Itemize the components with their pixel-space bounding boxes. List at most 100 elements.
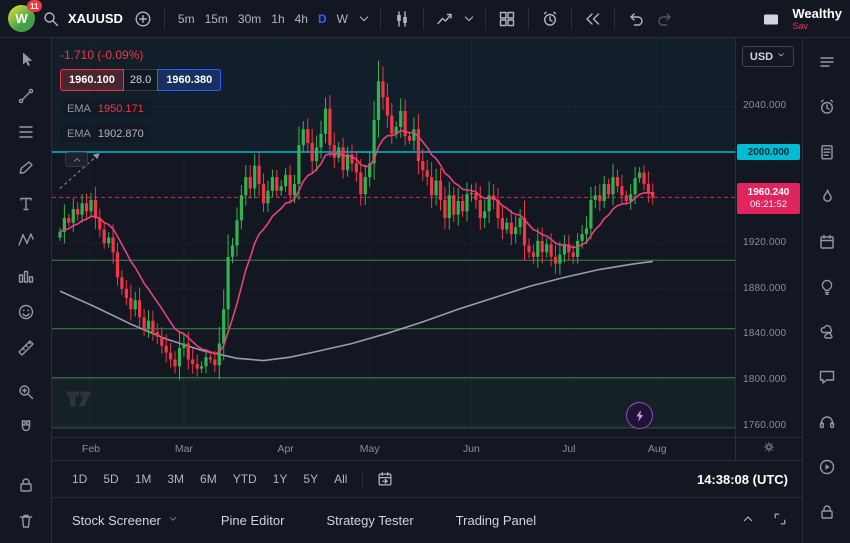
- tab-pine-editor[interactable]: Pine Editor: [221, 513, 285, 528]
- indicator-label: EMA: [67, 102, 91, 115]
- alert-clock-icon[interactable]: [537, 6, 563, 32]
- range-6m[interactable]: 6M: [200, 472, 217, 486]
- tab-label: Pine Editor: [220, 513, 285, 528]
- range-ytd[interactable]: YTD: [232, 472, 257, 486]
- symbol-name[interactable]: XAUUSD: [68, 11, 123, 26]
- scale-settings-corner[interactable]: [735, 437, 802, 460]
- range-3m[interactable]: 3M: [167, 472, 185, 486]
- timeframe-15m[interactable]: 15m: [204, 11, 228, 26]
- fib-retracement-icon[interactable]: [12, 120, 40, 144]
- buy-sell-widget: 1960.100 28.0 1960.380: [60, 69, 222, 91]
- last-price-value: 1960.240: [747, 186, 790, 198]
- range-5d[interactable]: 5D: [103, 472, 119, 486]
- price-scale[interactable]: USD 2000.000 1960.240 06:21:52 2040.000 1…: [735, 38, 802, 437]
- lock-icon[interactable]: [12, 473, 40, 497]
- search-icon[interactable]: [38, 6, 64, 32]
- cursor-icon[interactable]: [12, 48, 40, 72]
- gear-icon[interactable]: [762, 440, 776, 459]
- timeframe-caret-icon[interactable]: [356, 6, 372, 32]
- indicators-icon[interactable]: [432, 6, 458, 32]
- indicator-legend-row[interactable]: EMA 1902.870: [60, 125, 151, 142]
- padlock-icon[interactable]: [813, 500, 841, 524]
- right-toolbar: [802, 38, 850, 543]
- zoom-icon[interactable]: [12, 380, 40, 404]
- app-logo[interactable]: W 11: [8, 0, 42, 32]
- boost-button[interactable]: [626, 402, 653, 429]
- tab-stock-screener[interactable]: Stock Screener: [72, 513, 179, 528]
- timeframe-D[interactable]: D: [317, 11, 327, 26]
- messages-icon[interactable]: [813, 365, 841, 389]
- range-5y[interactable]: 5Y: [303, 472, 319, 486]
- chevron-down-icon: [776, 50, 786, 63]
- last-price-badge: 1960.240 06:21:52: [737, 183, 800, 215]
- layout-grid-icon[interactable]: [494, 6, 520, 32]
- range-divider: [362, 470, 364, 488]
- watchlist-icon[interactable]: [813, 50, 841, 74]
- legend-collapse-button[interactable]: [65, 152, 88, 167]
- chart-area[interactable]: -1.710 (-0.09%) 1960.100 28.0 1960.380 E…: [52, 38, 802, 460]
- left-toolbar: [0, 38, 52, 543]
- forecast-icon[interactable]: [12, 264, 40, 288]
- timeframe-4h[interactable]: 4h: [294, 11, 308, 26]
- price-tick: 1880.000: [743, 282, 787, 294]
- timeframe-1h[interactable]: 1h: [271, 11, 285, 26]
- calendar-icon[interactable]: [813, 230, 841, 254]
- indicator-value: 1950.171: [97, 102, 144, 115]
- spread-value: 28.0: [123, 69, 158, 91]
- chats-icon[interactable]: [813, 320, 841, 344]
- alerts-icon[interactable]: [813, 95, 841, 119]
- emoji-icon[interactable]: [12, 300, 40, 324]
- time-label: Jul: [562, 443, 576, 455]
- tab-strategy-tester[interactable]: Strategy Tester: [326, 513, 413, 528]
- time-axis[interactable]: Feb Mar Apr May Jun Jul Aug: [52, 437, 735, 460]
- videos-icon[interactable]: [813, 455, 841, 479]
- chevron-down-icon: [167, 513, 179, 528]
- range-1m[interactable]: 1M: [134, 472, 152, 486]
- tab-trading-panel[interactable]: Trading Panel: [456, 513, 536, 528]
- streams-icon[interactable]: [813, 410, 841, 434]
- toolbar-divider: [570, 7, 572, 30]
- save-layout-icon[interactable]: [758, 6, 784, 32]
- timeframe-30m[interactable]: 30m: [237, 11, 262, 26]
- notification-badge: 11: [26, 0, 42, 12]
- range-bar: 1D 5D 1M 3M 6M YTD 1Y 5Y All 14:38:08 (UTC): [52, 460, 802, 497]
- timeframe-W[interactable]: W: [336, 11, 348, 26]
- bar-replay-icon[interactable]: [580, 6, 606, 32]
- redo-icon[interactable]: [652, 6, 678, 32]
- ideas-icon[interactable]: [813, 275, 841, 299]
- text-icon[interactable]: [12, 192, 40, 216]
- sell-button[interactable]: 1960.100: [60, 69, 124, 91]
- candlestick-plot[interactable]: [52, 38, 735, 437]
- trash-icon[interactable]: [12, 509, 40, 533]
- logo-letter: W: [15, 11, 28, 26]
- news-icon[interactable]: [813, 140, 841, 164]
- brush-icon[interactable]: [12, 156, 40, 180]
- time-label: Apr: [277, 443, 294, 455]
- buy-button[interactable]: 1960.380: [157, 69, 222, 91]
- price-tick: 1920.000: [743, 237, 787, 249]
- range-all[interactable]: All: [334, 472, 348, 486]
- ruler-icon[interactable]: [12, 336, 40, 360]
- indicators-caret-icon[interactable]: [461, 6, 477, 32]
- undo-icon[interactable]: [623, 6, 649, 32]
- price-change-text: -1.710 (-0.09%): [60, 48, 144, 62]
- tab-label: Strategy Tester: [326, 513, 414, 528]
- hotlists-icon[interactable]: [813, 185, 841, 209]
- collapse-panel-icon[interactable]: [740, 511, 756, 530]
- top-toolbar: W 11 XAUUSD 5m 15m 30m 1h 4h D W Wealthy Sav: [0, 0, 850, 38]
- maximize-panel-icon[interactable]: [772, 511, 788, 530]
- timeframe-5m[interactable]: 5m: [177, 11, 195, 26]
- utc-clock[interactable]: 14:38:08 (UTC): [696, 471, 788, 487]
- chart-type-icon[interactable]: [389, 6, 415, 32]
- range-1y[interactable]: 1Y: [272, 472, 288, 486]
- compare-add-icon[interactable]: [130, 6, 156, 32]
- toolbar-divider: [484, 7, 486, 30]
- range-1d[interactable]: 1D: [72, 472, 88, 486]
- currency-toggle[interactable]: USD: [742, 46, 794, 67]
- trend-line-icon[interactable]: [12, 84, 40, 108]
- xabcd-pattern-icon[interactable]: [12, 228, 40, 252]
- price-tick: 1800.000: [743, 374, 787, 385]
- go-to-date-icon[interactable]: [372, 466, 398, 492]
- magnet-icon[interactable]: [12, 416, 40, 440]
- indicator-legend-row[interactable]: EMA 1950.171: [60, 100, 151, 117]
